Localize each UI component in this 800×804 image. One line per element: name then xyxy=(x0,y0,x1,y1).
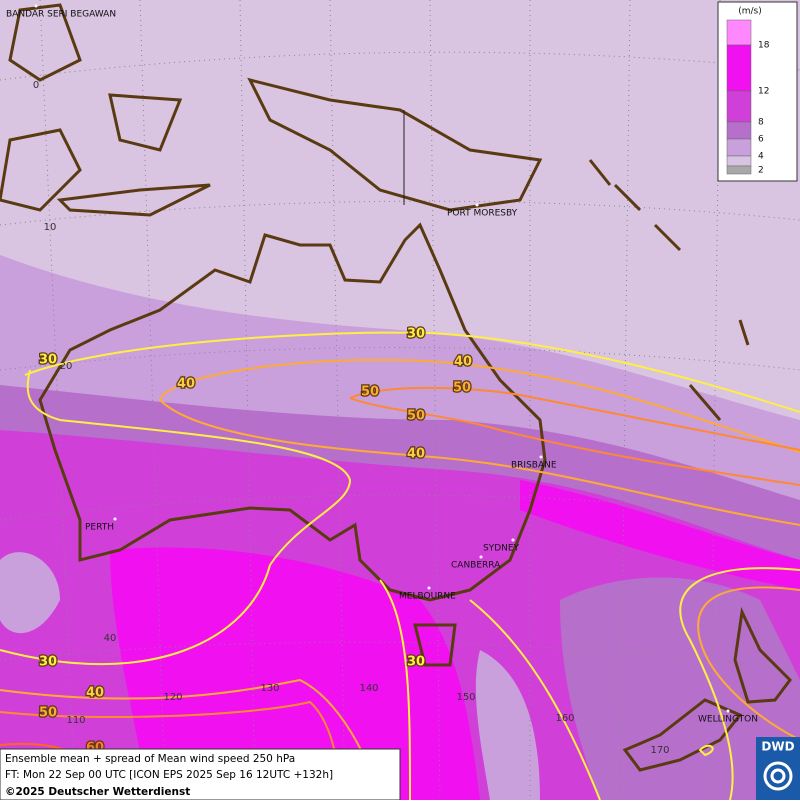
city-label: SYDNEY xyxy=(483,544,520,554)
contour-label: 40 xyxy=(177,377,195,392)
legend-level: 6 xyxy=(758,135,764,145)
legend-swatch xyxy=(726,19,752,46)
legend-level: 2 xyxy=(758,166,764,176)
legend-swatch xyxy=(726,138,752,157)
grid-label: 20 xyxy=(60,361,73,372)
shade-12-18 xyxy=(520,480,800,590)
legend-swatch xyxy=(726,90,752,123)
legend-unit: (m/s) xyxy=(738,7,762,17)
contour-label: 30 xyxy=(39,353,57,368)
footer-title: Ensemble mean + spread of Mean wind spee… xyxy=(5,753,295,765)
city-label: MELBOURNE xyxy=(399,592,456,602)
contour-label: 30 xyxy=(407,327,425,342)
logo-icon xyxy=(770,768,786,784)
city-dot xyxy=(427,586,431,590)
coastlines xyxy=(0,3,792,772)
city-dot xyxy=(34,4,38,8)
contours xyxy=(0,331,800,801)
legend-swatch xyxy=(726,121,752,140)
legend-level: 12 xyxy=(758,87,769,97)
city-dot xyxy=(511,538,515,542)
contour-label: 40 xyxy=(454,355,472,370)
grid-label: 170 xyxy=(650,745,669,756)
contour-label: 50 xyxy=(407,409,425,424)
contour-label: 50 xyxy=(453,381,471,396)
footer-copyright: ©2025 Deutscher Wetterdienst xyxy=(5,786,190,798)
grid-label: 40 xyxy=(104,633,117,644)
city-label: WELLINGTON xyxy=(698,715,758,725)
contour-label: 30 xyxy=(39,655,57,670)
legend-swatch xyxy=(726,44,752,92)
contour-label: 30 xyxy=(407,655,425,670)
city-dot xyxy=(726,709,730,713)
legend-level: 8 xyxy=(758,118,764,128)
grid-label: 0 xyxy=(33,80,39,91)
city-label: BRISBANE xyxy=(511,461,557,471)
shade-4-6 xyxy=(475,650,540,800)
city-label: BANDAR SERI BEGAWAN xyxy=(6,10,116,20)
shade-12-18 xyxy=(110,547,480,800)
grid-label: 130 xyxy=(260,683,279,694)
legend-swatch xyxy=(726,165,752,175)
legend: (m/s) 18 12 8 6 4 2 xyxy=(717,1,798,182)
city-label: CANBERRA xyxy=(451,561,501,571)
city-dot xyxy=(113,517,117,521)
shade-patch xyxy=(0,552,60,634)
logo-icon xyxy=(763,761,793,791)
legend-swatch xyxy=(726,155,752,167)
contour-label: 50 xyxy=(39,706,57,721)
grid-label: 10 xyxy=(44,222,57,233)
footer-box xyxy=(0,748,401,801)
grid-label: 110 xyxy=(66,715,85,726)
legend-level: 18 xyxy=(758,41,770,51)
footer-forecast: FT: Mon 22 Sep 00 UTC [ICON EPS 2025 Sep… xyxy=(5,769,333,781)
city-label: PERTH xyxy=(85,523,114,533)
grid-label: 120 xyxy=(163,692,182,703)
legend-level: 4 xyxy=(758,152,764,162)
logo-text: DWD xyxy=(761,740,794,754)
city-dot xyxy=(479,555,483,559)
contour-label: 40 xyxy=(86,686,104,701)
contour-label: 40 xyxy=(407,447,425,462)
grid-label: 160 xyxy=(555,713,574,724)
grid-label: 140 xyxy=(359,683,378,694)
city-label: PORT MORESBY xyxy=(447,209,518,219)
city-dot xyxy=(475,203,479,207)
city-dot xyxy=(539,455,543,459)
contour-label: 50 xyxy=(361,385,379,400)
grid-label: 150 xyxy=(456,692,475,703)
